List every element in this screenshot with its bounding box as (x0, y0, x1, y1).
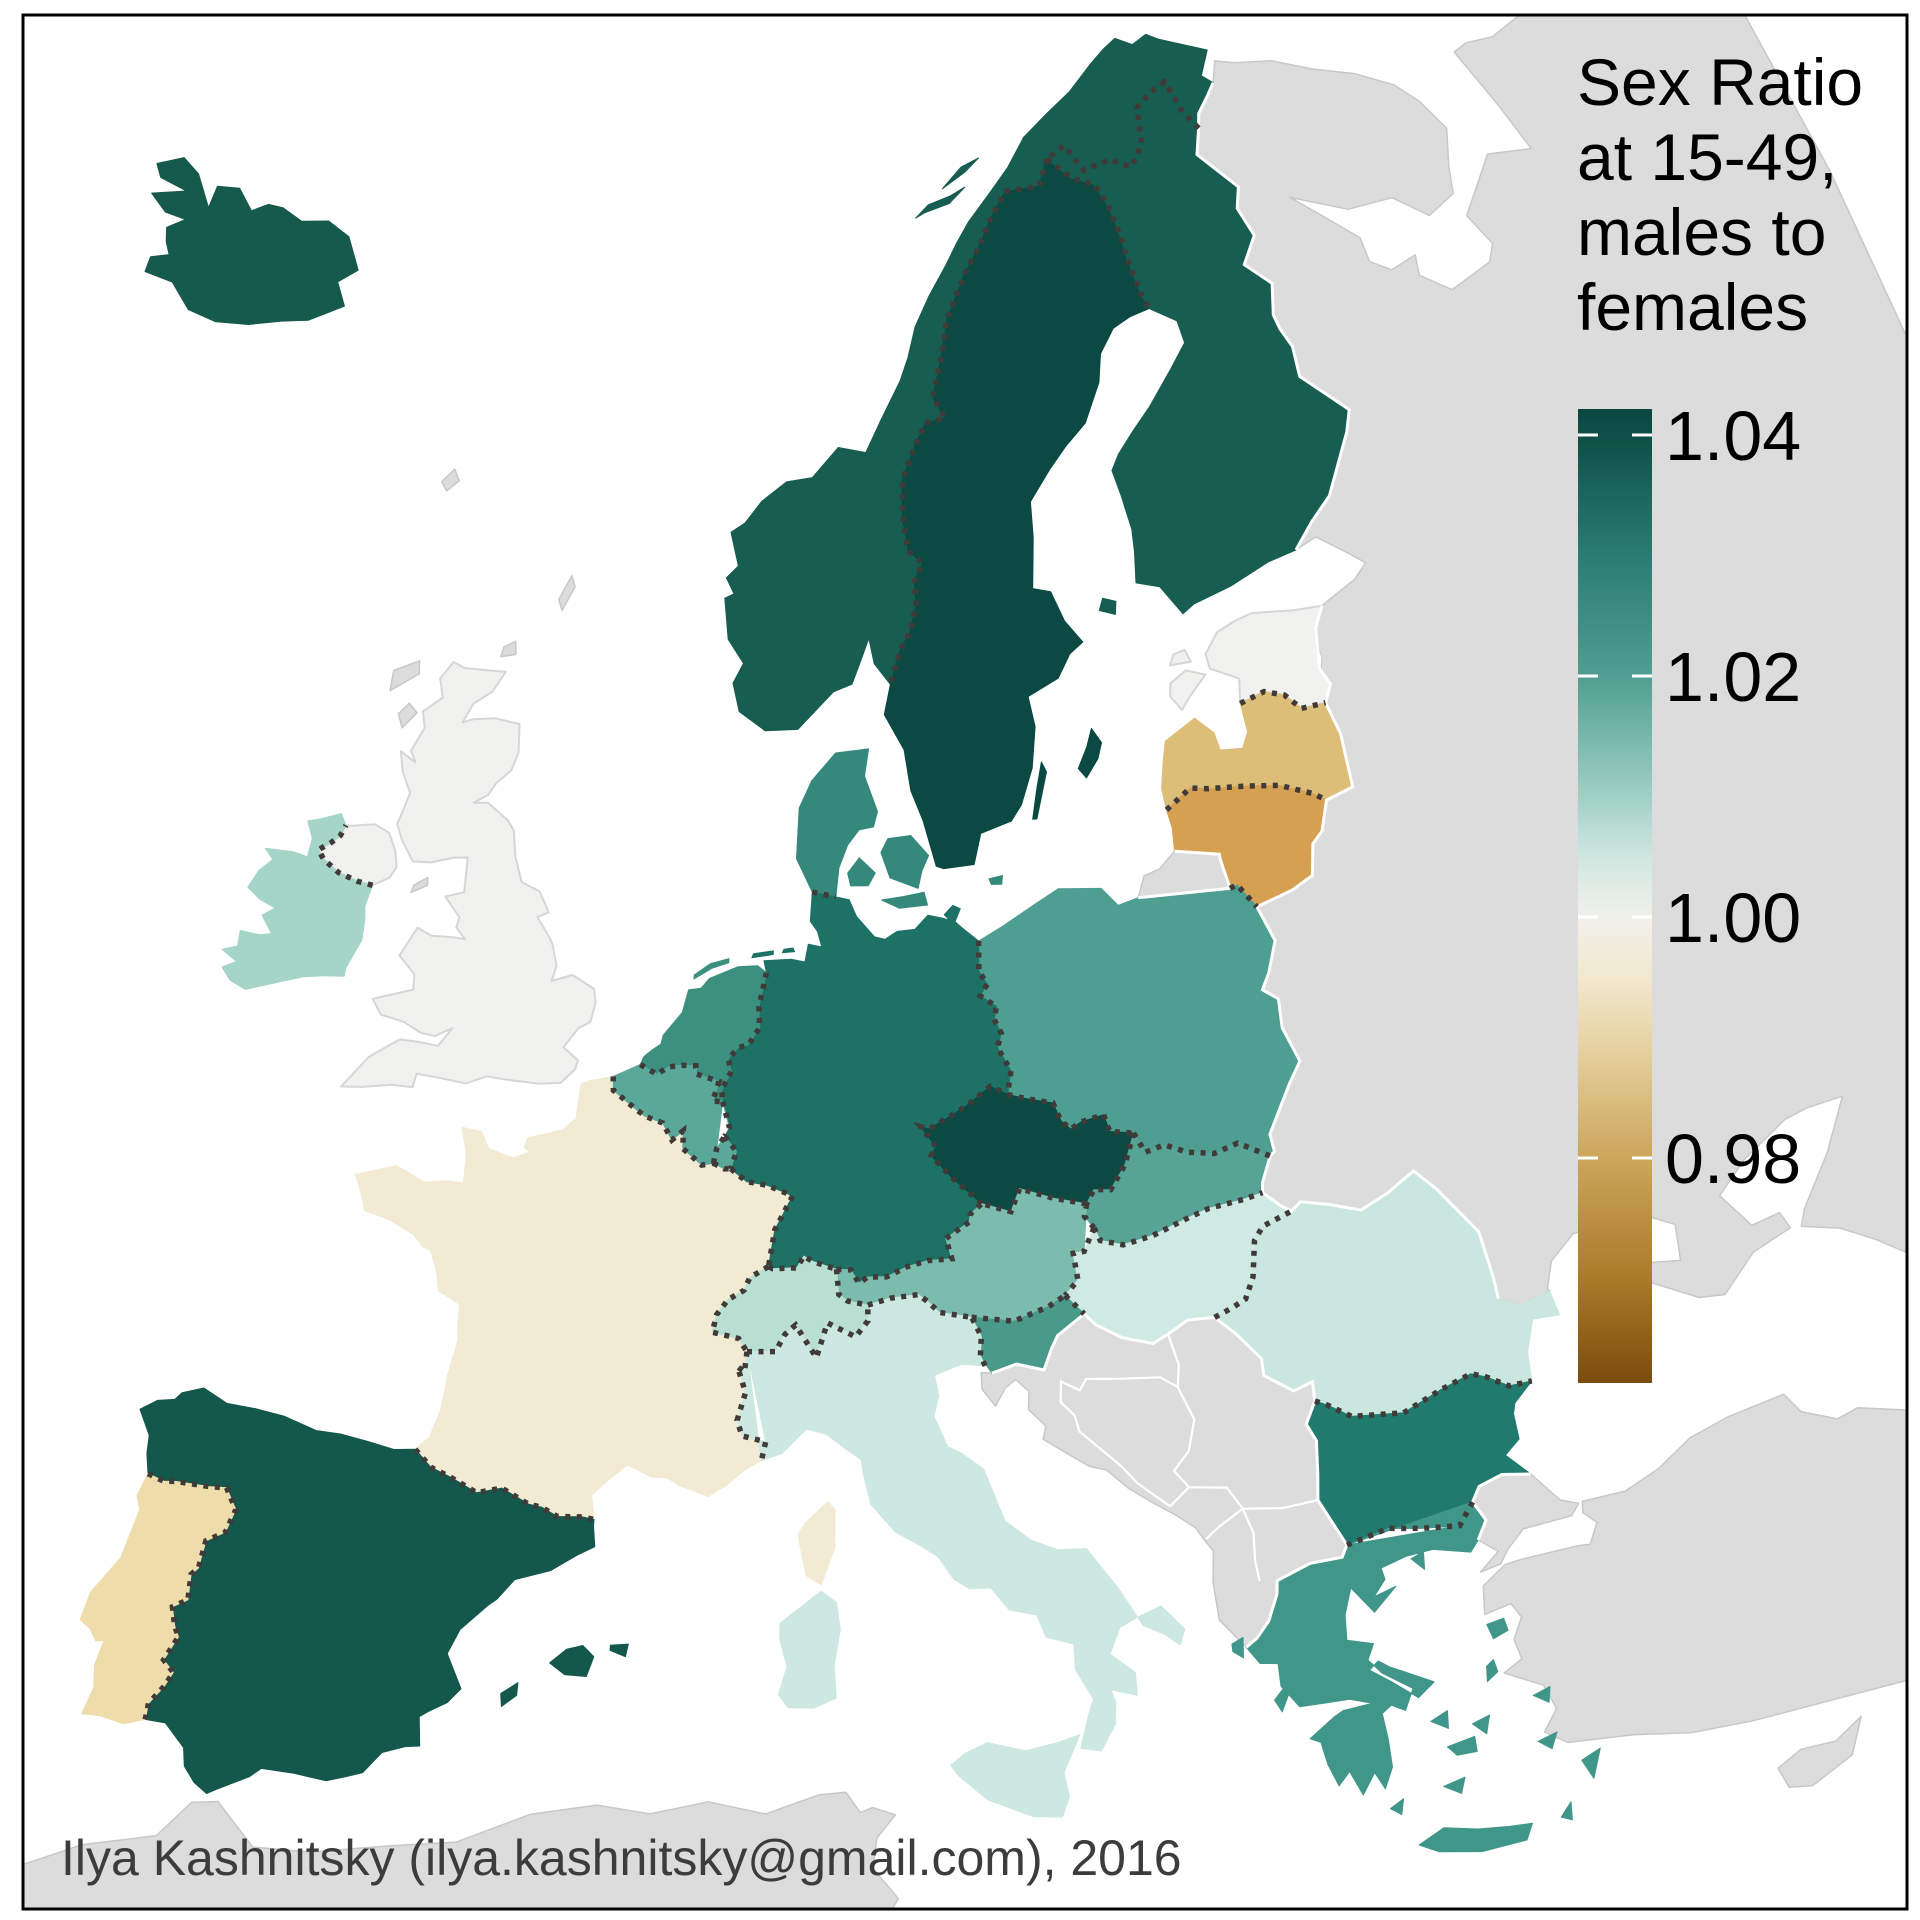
svg-text:1.00: 1.00 (1665, 879, 1801, 957)
svg-text:0.98: 0.98 (1665, 1120, 1801, 1198)
svg-text:1.02: 1.02 (1665, 638, 1801, 716)
svg-text:Ilya Kashnitsky (ilya.kashnits: Ilya Kashnitsky (ilya.kashnitsky@gmail.c… (61, 1830, 1182, 1886)
svg-text:1.04: 1.04 (1665, 397, 1801, 475)
